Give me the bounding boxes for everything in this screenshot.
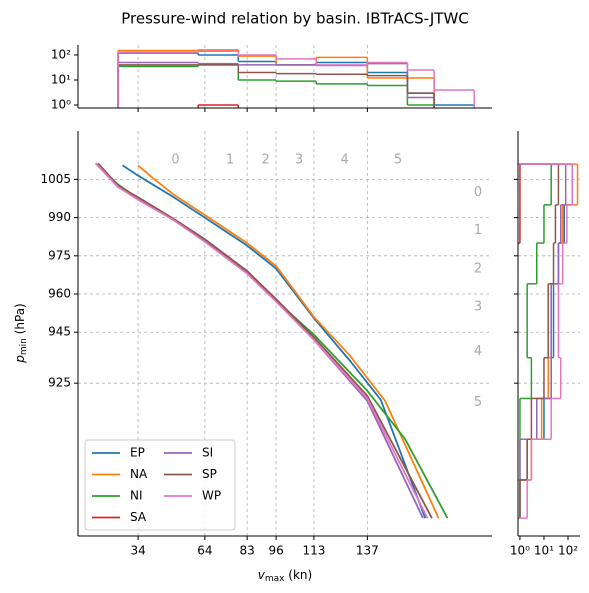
legend-label: NA — [130, 467, 148, 481]
x-label-sub: max — [265, 574, 285, 584]
category-label: 4 — [474, 344, 482, 359]
x-label-var: v — [258, 568, 266, 582]
y-tick-label: 10² — [51, 47, 71, 61]
legend-box — [84, 439, 236, 531]
category-label: 0 — [474, 185, 482, 200]
x-label-unit: (kn) — [284, 568, 312, 582]
category-label: 3 — [295, 153, 303, 168]
legend-label: SA — [130, 510, 147, 524]
legend-label: EP — [130, 446, 145, 460]
x-tick-label: 137 — [356, 544, 379, 558]
legend-label: SP — [202, 467, 217, 481]
x-tick-label: 10² — [558, 544, 578, 558]
legend-label: NI — [130, 489, 143, 503]
category-label: 1 — [226, 153, 234, 168]
category-label: 2 — [474, 261, 482, 276]
y-tick-label: 945 — [48, 325, 71, 339]
chart-title: Pressure-wind relation by basin. IBTrACS… — [121, 10, 469, 28]
category-label: 4 — [341, 153, 349, 168]
y-label-sub: min — [19, 338, 29, 355]
legend-label: SI — [202, 446, 213, 460]
y-tick-label: 960 — [48, 287, 71, 301]
x-tick-label: 113 — [302, 544, 325, 558]
y-tick-label: 1005 — [40, 172, 71, 186]
y-label-var: p — [13, 355, 27, 364]
category-label: 2 — [261, 153, 269, 168]
y-tick-label: 10⁰ — [51, 98, 71, 112]
y-axis-label: pmin (hPa) — [13, 303, 29, 363]
y-tick-label: 975 — [48, 248, 71, 262]
series-line — [137, 164, 440, 519]
x-tick-label: 96 — [268, 544, 283, 558]
category-label: 5 — [394, 153, 402, 168]
series-line — [95, 162, 429, 519]
series-line — [122, 164, 427, 519]
x-tick-label: 34 — [130, 544, 145, 558]
category-label: 5 — [474, 395, 482, 410]
y-tick-label: 990 — [48, 210, 71, 224]
category-label: 0 — [171, 153, 179, 168]
y-tick-label: 10¹ — [51, 72, 71, 86]
x-tick-label: 10⁰ — [510, 544, 530, 558]
x-tick-label: 83 — [240, 544, 255, 558]
legend-label: WP — [202, 489, 221, 503]
x-tick-label: 64 — [197, 544, 212, 558]
y-label-unit: (hPa) — [13, 303, 27, 338]
series-line — [97, 162, 433, 519]
category-label: 1 — [474, 223, 482, 238]
y-tick-label: 925 — [48, 376, 71, 390]
category-label: 3 — [474, 300, 482, 315]
x-tick-label: 10¹ — [534, 544, 554, 558]
x-axis-label: vmax (kn) — [258, 568, 312, 584]
